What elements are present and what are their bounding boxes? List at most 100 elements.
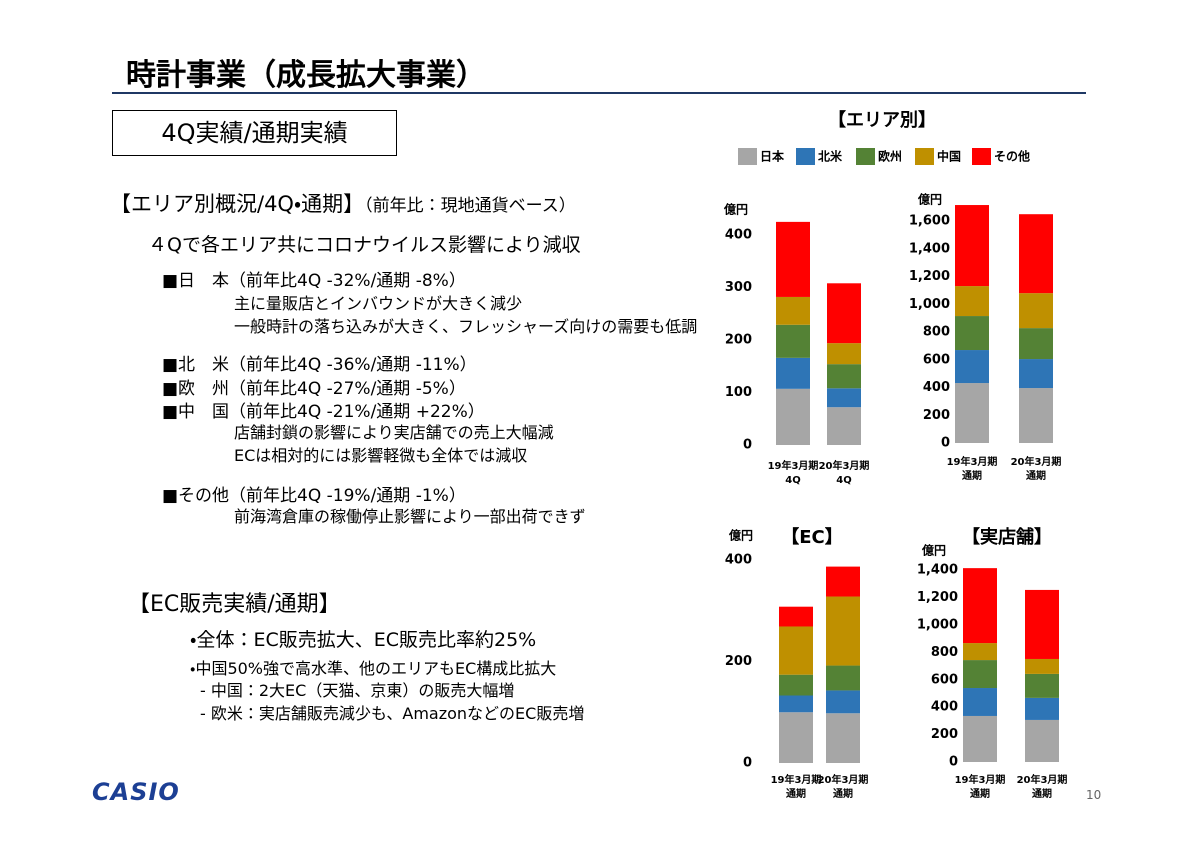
x-tick-label: 19年3月期 — [771, 773, 822, 786]
text-line: 前海湾倉庫の稼働停止影響により一部出荷できず — [234, 507, 586, 526]
text-line: 主に量販店とインバウンドが大きく減少 — [234, 294, 523, 313]
legend-label: 欧州 — [878, 149, 902, 164]
legend-swatch — [796, 148, 815, 165]
text-line: - 中国：2大EC（天猫、京東）の販売大幅増 — [200, 681, 515, 700]
y-tick-label: 800 — [923, 325, 950, 340]
bar-segment — [955, 316, 989, 351]
y-unit: 億円 — [917, 192, 942, 207]
y-tick-label: 1,400 — [909, 241, 950, 256]
bar-segment — [963, 660, 997, 689]
y-tick-label: 1,200 — [917, 590, 958, 605]
legend-title: 【エリア別】 — [828, 110, 936, 131]
y-tick-label: 800 — [931, 645, 958, 660]
bar-segment — [779, 626, 813, 675]
bar-segment — [779, 606, 813, 627]
y-tick-label: 1,600 — [909, 214, 950, 229]
x-tick-label: 通期 — [786, 787, 806, 800]
bar-segment — [776, 324, 810, 358]
bar-segment — [779, 695, 813, 713]
x-tick-label: 19年3月期 — [768, 459, 819, 472]
y-tick-label: 600 — [923, 352, 950, 367]
bar-segment — [827, 364, 861, 389]
page-number: 10 — [1086, 788, 1102, 802]
y-tick-label: 100 — [725, 385, 752, 400]
y-tick-label: 1,000 — [909, 297, 950, 312]
bar-segment — [955, 205, 989, 287]
x-tick-label: 通期 — [970, 787, 990, 800]
x-tick-label: 通期 — [1032, 787, 1052, 800]
text-line: ・中国50%強で高水準、他のエリアもEC構成比拡大 — [190, 659, 557, 678]
bar-segment — [1019, 214, 1053, 294]
text-line: - 欧米：実店舗販売減少も、AmazonなどのEC販売増 — [200, 704, 585, 723]
text-line: 一般時計の落ち込みが大きく、フレッシャーズ向けの需要も低調 — [234, 317, 698, 336]
y-tick-label: 0 — [941, 436, 950, 451]
bar-segment — [827, 343, 861, 365]
bar-segment — [827, 283, 861, 344]
legend-label: 日本 — [760, 149, 785, 164]
bar-segment — [827, 388, 861, 408]
legend-label: その他 — [994, 149, 1030, 164]
x-tick-label: 通期 — [962, 469, 982, 482]
y-tick-label: 200 — [725, 333, 752, 348]
x-tick-label: 19年3月期 — [955, 773, 1006, 786]
y-tick-label: 0 — [949, 755, 958, 770]
y-tick-label: 1,400 — [917, 563, 958, 578]
bar-segment — [826, 713, 860, 763]
x-tick-label: 20年3月期 — [819, 459, 870, 472]
bar-segment — [776, 388, 810, 445]
ec-heading: 【EC販売実績/通期】 — [128, 592, 341, 617]
bar-segment — [826, 665, 860, 691]
y-tick-label: 1,000 — [917, 618, 958, 633]
bar-segment — [776, 221, 810, 297]
bar-segment — [826, 596, 860, 666]
chart-title: 【実店舗】 — [962, 526, 1052, 548]
y-tick-label: 200 — [931, 727, 958, 742]
y-tick-label: 200 — [923, 408, 950, 423]
text-line: ■欧 州（前年比4Q -27%/通期 -5%） — [162, 379, 466, 399]
slide-title: 時計事業（成長拡大事業） — [126, 58, 486, 93]
bar-segment — [963, 568, 997, 644]
bar-segment — [955, 383, 989, 443]
y-tick-label: 400 — [725, 228, 752, 243]
y-tick-label: 1,200 — [909, 269, 950, 284]
y-tick-label: 200 — [725, 654, 752, 669]
section-box: 4Q実績/通期実績 — [112, 110, 397, 156]
bar-segment — [963, 688, 997, 716]
heading: 【エリア別概況/4Q・通期】 — [110, 192, 365, 216]
bar-segment — [1025, 719, 1059, 762]
y-tick-label: 400 — [725, 553, 752, 568]
legend-swatch — [915, 148, 934, 165]
text-line: 店舗封鎖の影響により実店舗での売上大幅減 — [234, 423, 554, 442]
x-tick-label: 20年3月期 — [1011, 455, 1062, 468]
bar-segment — [779, 674, 813, 696]
legend-swatch — [972, 148, 991, 165]
text-line: ４Qで各エリア共にコロナウイルス影響により減収 — [148, 234, 581, 256]
text-line: ■日 本（前年比4Q -32%/通期 -8%） — [162, 271, 466, 291]
heading-note: （前年比：現地通貨ベース） — [364, 196, 576, 216]
bar-segment — [963, 715, 997, 762]
y-tick-label: 400 — [931, 700, 958, 715]
y-tick-label: 0 — [743, 756, 752, 771]
x-tick-label: 通期 — [1026, 469, 1046, 482]
bar-segment — [1025, 658, 1059, 674]
y-unit: 億円 — [921, 543, 946, 558]
legend-swatch — [738, 148, 757, 165]
chart-title: 【EC】 — [781, 527, 843, 548]
bar-segment — [1025, 673, 1059, 698]
legend-label: 中国 — [937, 149, 961, 164]
x-tick-label: 20年3月期 — [1017, 773, 1068, 786]
bar-segment — [1019, 388, 1053, 443]
text-line: ■北 米（前年比4Q -36%/通期 -11%） — [162, 355, 477, 375]
title-rule — [112, 92, 1086, 94]
bar-segment — [776, 357, 810, 389]
bar-segment — [963, 643, 997, 661]
legend-swatch — [856, 148, 875, 165]
y-tick-label: 600 — [931, 672, 958, 687]
bar-segment — [1019, 328, 1053, 360]
bar-segment — [776, 296, 810, 325]
x-tick-label: 19年3月期 — [947, 455, 998, 468]
text-line: ■その他（前年比4Q -19%/通期 -1%） — [162, 486, 466, 506]
bar-segment — [1025, 589, 1059, 659]
